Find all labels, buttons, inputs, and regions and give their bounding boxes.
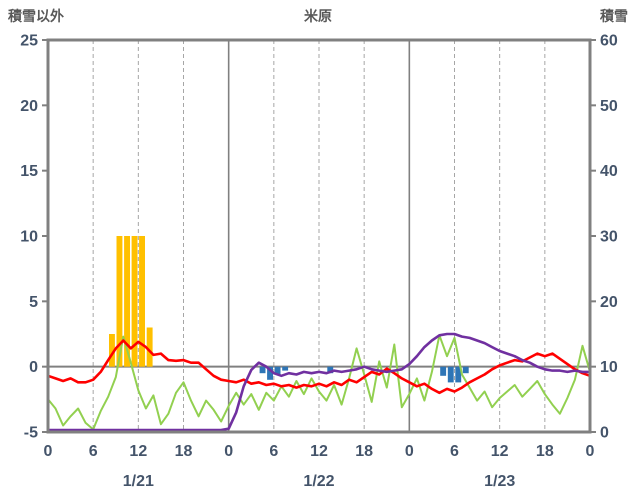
- orange-bars-bar: [139, 236, 145, 367]
- right-tick-label: 0: [600, 425, 609, 442]
- left-tick-label: 10: [20, 229, 38, 246]
- hour-label: 0: [224, 443, 233, 460]
- hour-label: 6: [450, 443, 459, 460]
- green-line: [47, 334, 591, 431]
- right-tick-label: 60: [600, 33, 618, 50]
- hour-label: 12: [310, 443, 328, 460]
- left-tick-label: 15: [20, 163, 38, 180]
- right-tick-label: 20: [600, 294, 618, 311]
- left-tick-label: -5: [24, 425, 38, 442]
- blue-bars-bar: [327, 366, 334, 374]
- left-axis-title: 積雪以外: [8, 8, 64, 24]
- right-tick-label: 50: [600, 98, 618, 115]
- orange-bars-bar: [131, 236, 138, 367]
- left-tick-label: 0: [29, 359, 38, 376]
- right-tick-label: 10: [600, 359, 618, 376]
- hour-label: 18: [536, 443, 554, 460]
- hour-label: 6: [89, 443, 98, 460]
- date-label: 1/21: [123, 473, 154, 490]
- right-axis-title: 積雪: [600, 8, 628, 24]
- right-tick-label: 30: [600, 229, 618, 246]
- purple-line: [46, 332, 592, 432]
- blue-bars-bar: [455, 366, 462, 383]
- hour-label: 18: [175, 443, 193, 460]
- hour-label: 0: [586, 443, 595, 460]
- blue-bars-bar: [440, 366, 447, 376]
- orange-bars-bar: [124, 236, 130, 367]
- orange-bars-bar: [109, 334, 115, 367]
- chart-title: 米原: [304, 8, 332, 24]
- blue-bars-bar: [274, 366, 281, 375]
- blue-bars-bar: [447, 366, 454, 383]
- left-tick-label: 25: [20, 33, 38, 50]
- blue-bars-bar: [267, 366, 273, 380]
- blue-bars-bar: [259, 366, 266, 374]
- blue-bars-bar: [462, 366, 469, 374]
- date-label: 1/22: [303, 473, 334, 490]
- blue-bars-bar: [282, 366, 289, 371]
- date-label: 1/23: [484, 473, 515, 490]
- left-tick-label: 5: [29, 294, 38, 311]
- red-line: [46, 339, 592, 395]
- hour-label: 0: [405, 443, 414, 460]
- hour-label: 12: [129, 443, 147, 460]
- left-tick-label: 20: [20, 98, 38, 115]
- right-tick-label: 40: [600, 163, 618, 180]
- hour-label: 6: [269, 443, 278, 460]
- hour-label: 18: [355, 443, 373, 460]
- hour-label: 12: [491, 443, 509, 460]
- orange-bars-bar: [116, 236, 123, 367]
- orange-bars-bar: [146, 327, 153, 367]
- hour-label: 0: [44, 443, 53, 460]
